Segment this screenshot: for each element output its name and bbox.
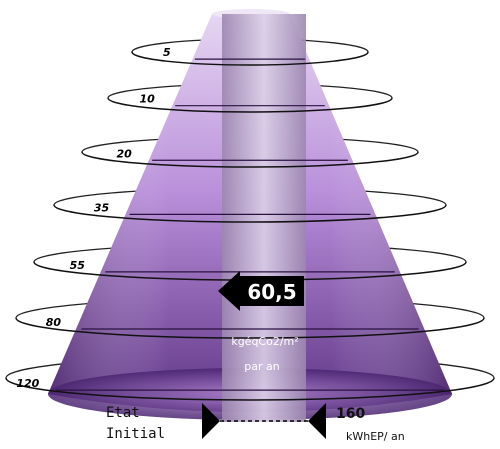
level-label-120: 120 — [16, 377, 39, 390]
arrow-shape — [218, 271, 304, 311]
level-label-80: 80 — [46, 316, 62, 329]
level-label-20: 20 — [117, 147, 133, 160]
ring-front-80 — [15, 317, 485, 339]
current-value: 60,5 — [247, 280, 296, 304]
ring-front-10 — [107, 97, 393, 113]
ring-front-120 — [5, 377, 495, 401]
initial-value: 160 — [336, 406, 365, 422]
initial-label-line2: Initial — [106, 426, 165, 442]
level-label-5: 5 — [163, 46, 171, 59]
ring-fronts: 5 10 20 35 55 80 120 — [5, 46, 495, 401]
initial-left-marker — [202, 403, 220, 439]
level-label-55: 55 — [70, 259, 86, 272]
current-unit-line2: par an — [244, 360, 279, 373]
initial-unit: kWhEP/ an — [346, 430, 405, 443]
current-unit-line1: kgéqCo2/m² — [231, 335, 298, 348]
ring-front-20 — [81, 151, 419, 168]
initial-label-line1: Etat — [106, 405, 140, 421]
initial-right-marker — [308, 403, 326, 439]
center-column — [222, 14, 306, 422]
level-label-35: 35 — [94, 201, 110, 214]
ring-front-35 — [53, 204, 447, 223]
level-label-10: 10 — [140, 93, 156, 106]
current-value-arrow: 60,5 — [218, 271, 304, 311]
ring-front-5 — [131, 51, 369, 66]
